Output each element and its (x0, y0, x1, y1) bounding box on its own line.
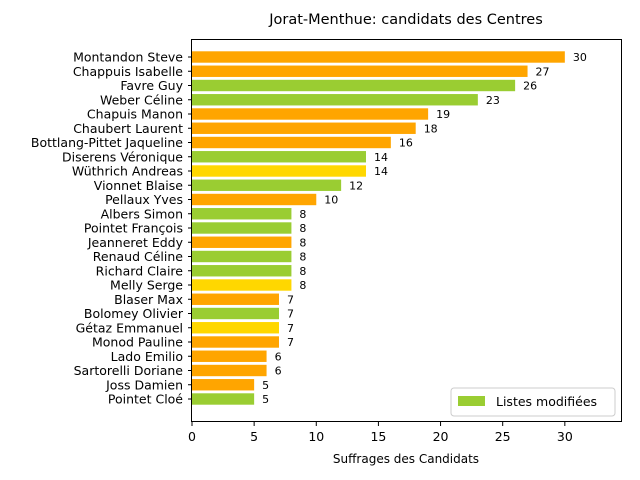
bar-value-label: 12 (349, 179, 363, 192)
bar (192, 322, 279, 334)
y-tick-label: Melly Serge (110, 278, 183, 293)
bar (192, 307, 279, 320)
bar (192, 236, 292, 248)
y-tick-label: Montandon Steve (73, 50, 183, 65)
x-tick-label: 10 (308, 429, 324, 444)
y-tick-label: Jeanneret Eddy (87, 235, 184, 250)
x-tick-label: 0 (188, 429, 196, 444)
y-tick-label: Chaubert Laurent (73, 121, 183, 136)
bar (192, 79, 516, 92)
bar-value-label: 7 (287, 336, 294, 349)
bar-value-label: 14 (374, 165, 388, 178)
y-tick-label: Pointet Cloé (108, 392, 183, 407)
y-tick-label: Richard Claire (96, 263, 184, 278)
bar (192, 279, 292, 291)
bar (192, 122, 416, 134)
x-tick-label: 20 (433, 429, 449, 444)
bar (192, 165, 366, 177)
y-tick-label: Wüthrich Andreas (72, 164, 183, 179)
y-tick-label: Chappuis Isabelle (73, 64, 183, 79)
y-tick-label: Pellaux Yves (105, 192, 183, 207)
bar-value-label: 5 (262, 393, 269, 406)
legend-frame (450, 387, 616, 417)
bar (192, 364, 267, 377)
bar-value-label: 6 (275, 365, 282, 378)
bar-value-label: 18 (424, 122, 438, 135)
y-tick-label: Sartorelli Doriane (74, 363, 184, 378)
bar (192, 265, 292, 277)
bar-value-label: 8 (299, 279, 306, 292)
y-tick-label: Renaud Céline (93, 249, 184, 264)
bar-value-label: 7 (287, 322, 294, 335)
bar (192, 151, 366, 163)
y-tick-label: Diserens Véronique (62, 149, 183, 164)
plot-frame (191, 39, 622, 422)
bar (192, 250, 292, 263)
x-tick-label: 5 (250, 429, 258, 444)
x-tick-label: 15 (370, 429, 386, 444)
bar (192, 94, 478, 106)
bar-value-label: 27 (536, 65, 550, 78)
bar (192, 65, 528, 77)
bar-value-label: 7 (287, 308, 294, 321)
bar (192, 51, 565, 63)
bar-value-label: 16 (399, 137, 413, 150)
y-tick-label: Lado Emilio (111, 349, 183, 364)
y-tick-label: Vionnet Blaise (94, 178, 184, 193)
bar-value-label: 23 (486, 94, 500, 107)
bar-value-label: 8 (299, 265, 306, 278)
legend-label: Listes modifiées (496, 394, 597, 409)
y-tick-label: Favre Guy (120, 78, 183, 93)
bar-value-label: 7 (287, 293, 294, 306)
y-tick-label: Pointet François (84, 221, 183, 236)
x-tick-label: 25 (495, 429, 511, 444)
bar-value-label: 8 (299, 236, 306, 249)
legend: Listes modifiées (450, 387, 616, 417)
chart-title: Jorat-Menthue: candidats des Centres (268, 12, 543, 28)
bar-value-label: 8 (299, 208, 306, 221)
bar-value-label: 8 (299, 251, 306, 264)
y-tick-label: Gétaz Emmanuel (76, 320, 183, 335)
y-tick-label: Joss Damien (105, 377, 183, 392)
y-tick-label: Weber Céline (100, 92, 183, 107)
bar (192, 379, 255, 391)
bar-value-label: 19 (436, 108, 450, 121)
y-tick-label: Chapuis Manon (87, 107, 183, 122)
x-tick-label: 30 (557, 429, 573, 444)
bar (192, 208, 292, 220)
bar-value-label: 14 (374, 151, 388, 164)
bar (192, 222, 292, 234)
bar (192, 293, 279, 305)
bar (192, 179, 342, 191)
y-tick-label: Bottlang-Pittet Jaqueline (31, 135, 183, 150)
bar (192, 108, 429, 120)
bar-value-label: 6 (275, 350, 282, 363)
bar (192, 193, 317, 206)
bar (192, 393, 255, 405)
x-axis-label: Suffrages des Candidats (333, 452, 479, 466)
y-tick-label: Blaser Max (114, 292, 183, 307)
bar-value-label: 30 (573, 51, 587, 64)
y-tick-label: Bolomey Olivier (84, 306, 184, 321)
bar-value-label: 10 (324, 194, 338, 207)
bar-value-label: 26 (523, 80, 537, 93)
bar (192, 136, 391, 149)
x-axis-ticks: 0 5 10 15 20 25 30 (188, 422, 573, 444)
y-tick-label: Monod Pauline (92, 335, 183, 350)
bar-value-label: 5 (262, 379, 269, 392)
y-tick-label: Albers Simon (101, 206, 183, 221)
bar (192, 336, 279, 348)
legend-swatch (458, 396, 485, 406)
bars-layer (192, 51, 565, 405)
bar (192, 350, 267, 362)
bar-value-label: 8 (299, 222, 306, 235)
